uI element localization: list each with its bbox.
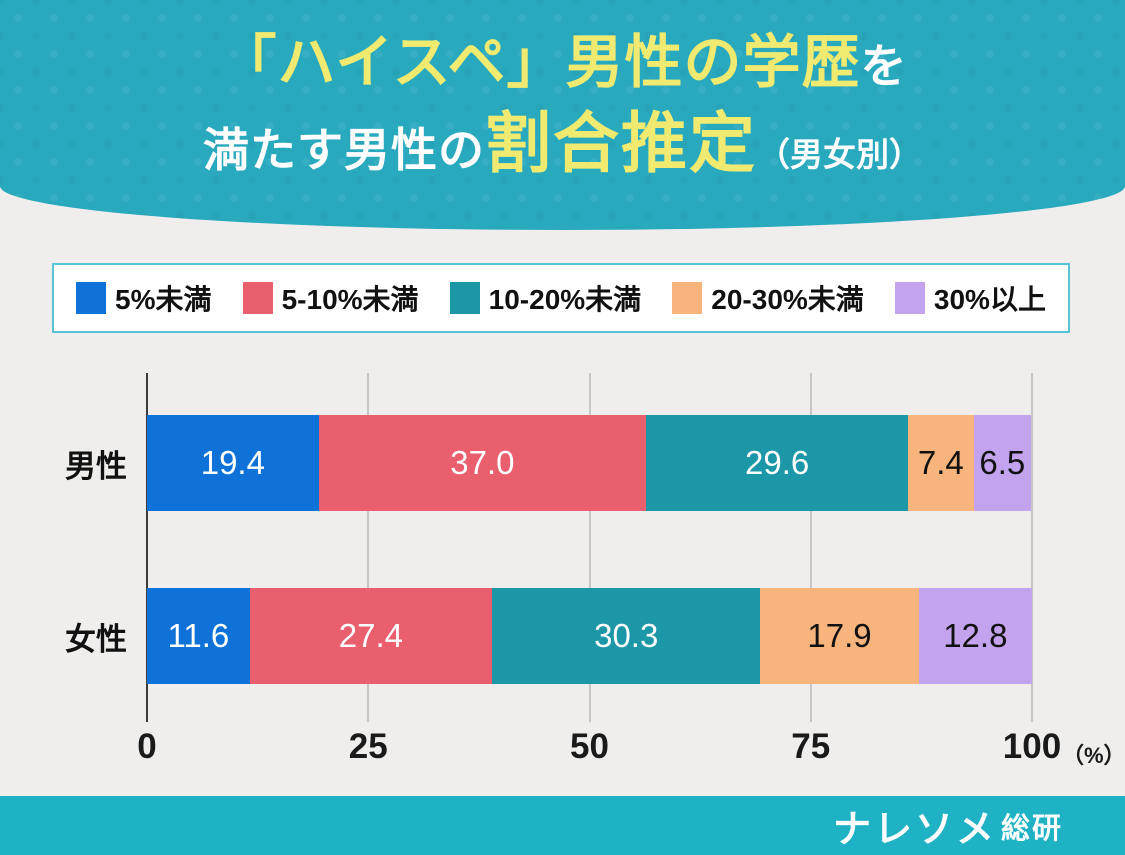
segment-value: 27.4 xyxy=(338,617,404,654)
legend-label: 5-10%未満 xyxy=(281,284,419,315)
legend-swatch xyxy=(76,282,106,314)
legend-label: 30%以上 xyxy=(933,284,1046,315)
title-prefix: 満たす男性の xyxy=(203,124,485,176)
bar-segment: 29.6 xyxy=(646,415,909,511)
category-label: 男性 xyxy=(65,448,127,484)
y-axis-line xyxy=(146,373,148,722)
title-particle: を xyxy=(860,40,907,92)
bar-segment: 12.8 xyxy=(918,588,1032,684)
legend-swatch xyxy=(242,282,273,314)
x-axis-unit: （%） xyxy=(1062,743,1125,768)
segment-value: 7.4 xyxy=(917,444,964,481)
x-tick-label: 50 xyxy=(570,727,609,766)
gridline xyxy=(588,373,591,722)
gridline xyxy=(367,373,370,722)
segment-value: 19.4 xyxy=(200,444,265,481)
segment-value: 11.6 xyxy=(167,617,230,654)
legend-swatch xyxy=(672,282,703,314)
legend-swatch xyxy=(894,282,925,314)
gridline xyxy=(809,373,812,722)
title-highlight-1: 「ハイスペ」男性の学歴 xyxy=(218,30,861,95)
bar-segment: 7.4 xyxy=(908,415,974,511)
bar-segment: 11.6 xyxy=(147,588,250,684)
legend-item: 30%以上 xyxy=(894,278,1046,318)
legend-item: 20-30%未満 xyxy=(672,278,864,318)
legend-item: 5%未満 xyxy=(76,278,211,318)
x-tick-label: 75 xyxy=(791,727,831,766)
title-highlight-2: 割合推定 xyxy=(485,106,757,180)
bar-segment: 17.9 xyxy=(760,588,919,684)
brand-logo-main: ナレソメ xyxy=(832,809,997,851)
bar-row: 11.6 27.4 30.3 17.9 12.8 xyxy=(147,588,1032,684)
segment-value: 12.8 xyxy=(943,617,1008,654)
legend-item: 10-20%未満 xyxy=(449,278,642,318)
segment-value: 6.5 xyxy=(979,444,1026,481)
legend-item: 5-10%未満 xyxy=(242,278,419,318)
footer: ナレソメ 総研 xyxy=(0,796,1125,855)
bar-segment: 30.3 xyxy=(492,588,761,684)
x-tick-label: 0 xyxy=(137,727,157,766)
brand-logo-sub: 総研 xyxy=(1000,812,1063,845)
page-title-line2: 満たす男性の割合推定（男女別） xyxy=(0,92,1125,176)
x-tick-label: 25 xyxy=(348,727,388,766)
bar-segment: 37.0 xyxy=(318,415,647,511)
gridline xyxy=(1031,373,1033,722)
segment-value: 29.6 xyxy=(744,444,810,481)
x-tick-label: 100 xyxy=(1002,727,1062,766)
bar-row: 19.4 37.0 29.6 7.4 6.5 xyxy=(147,415,1032,511)
bar-segment: 27.4 xyxy=(249,588,493,684)
legend-swatch xyxy=(449,282,480,314)
legend-label: 10-20%未満 xyxy=(488,284,642,315)
bar-segment: 6.5 xyxy=(973,415,1032,511)
bar-segment: 19.4 xyxy=(147,415,319,511)
segment-value: 17.9 xyxy=(807,617,872,654)
segment-value: 37.0 xyxy=(450,444,515,481)
legend-label: 20-30%未満 xyxy=(711,284,864,315)
category-label: 女性 xyxy=(65,621,127,657)
legend: 5%未満 5-10%未満 10-20%未満 20-30%未満 30%以上 xyxy=(52,263,1070,333)
page-title-line1: 「ハイスペ」男性の学歴を xyxy=(0,0,1125,92)
segment-value: 30.3 xyxy=(594,617,659,654)
title-note: （男女別） xyxy=(757,136,922,173)
legend-label: 5%未満 xyxy=(115,284,212,315)
header-banner: 「ハイスペ」男性の学歴を 満たす男性の割合推定（男女別） xyxy=(0,0,1125,230)
